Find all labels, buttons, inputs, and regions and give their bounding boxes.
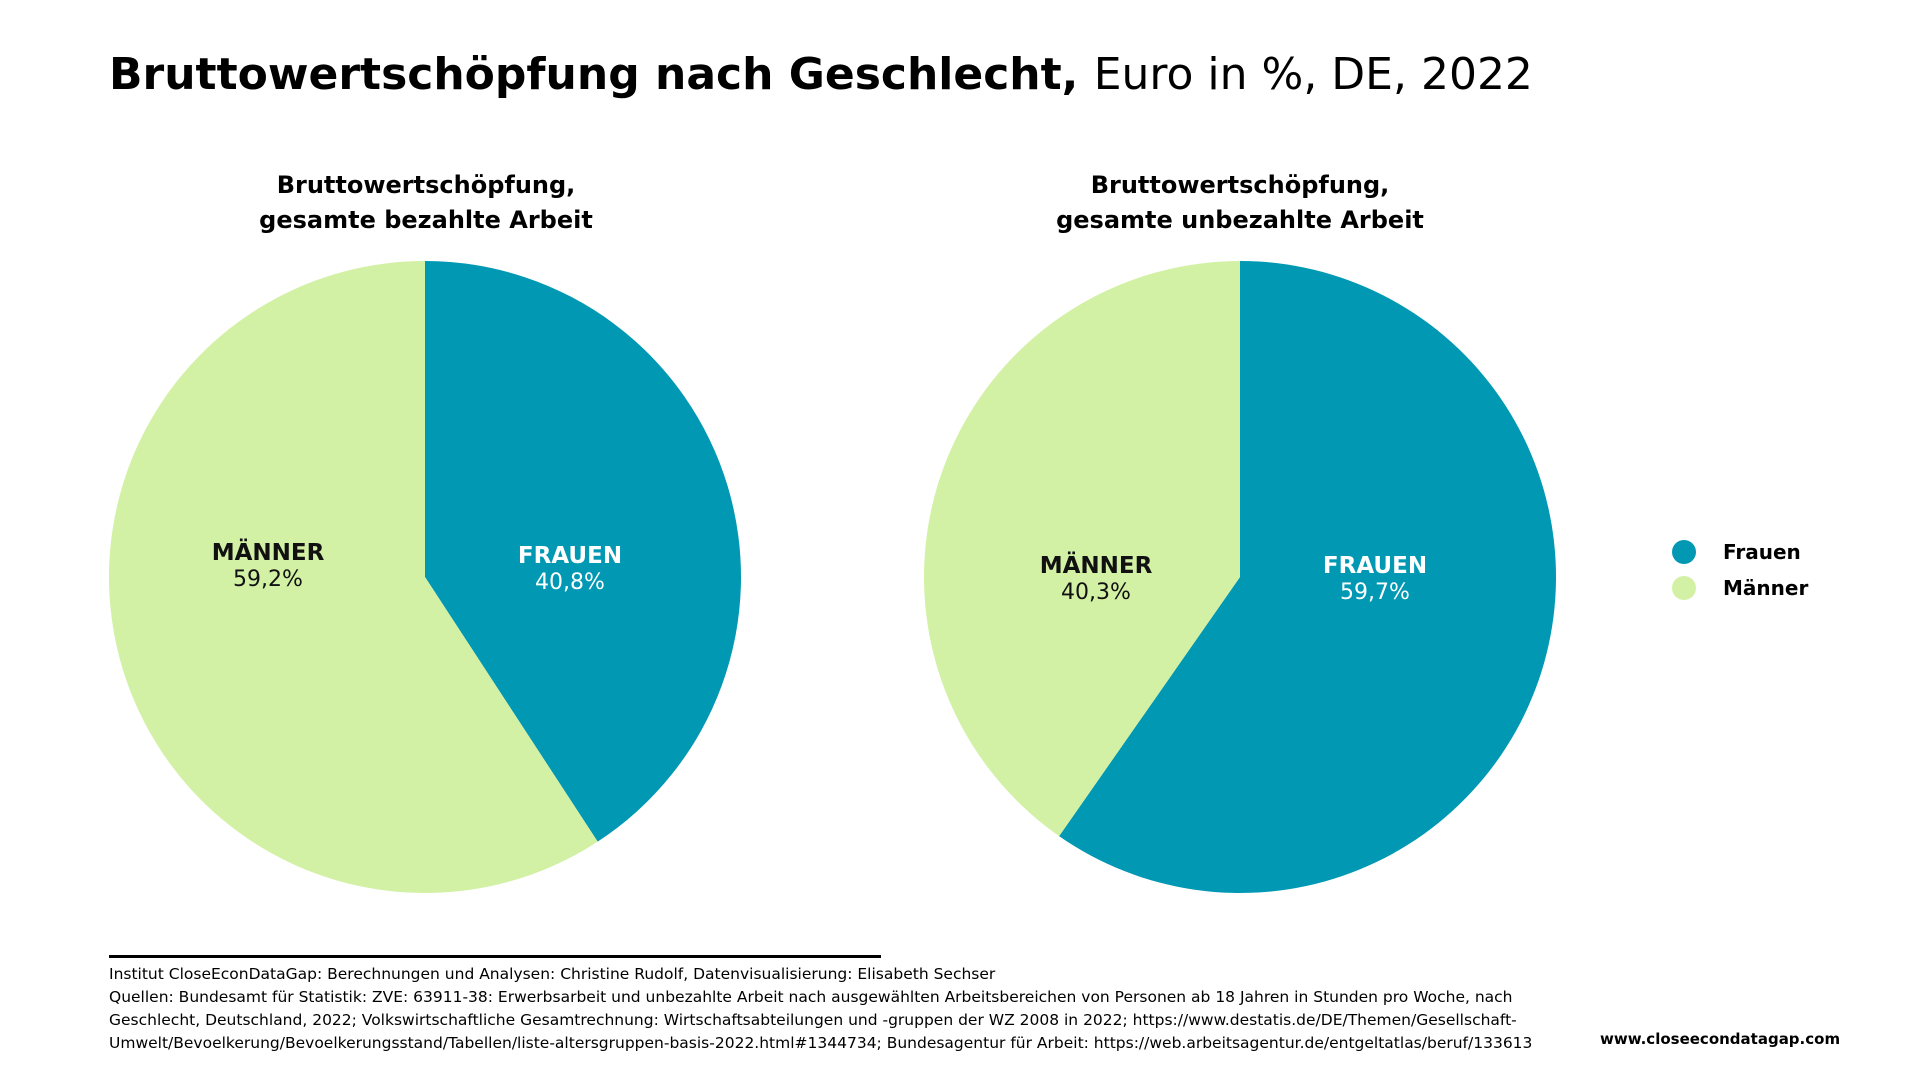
pie-1-slice-frauen (1059, 261, 1556, 893)
pie-1-value-maenner: 40,3% (1061, 580, 1131, 605)
legend-item-maenner: Männer (1672, 570, 1808, 606)
pie-1-label-maenner: MÄNNER (1040, 551, 1153, 579)
chart-title-unpaid-line-2: gesamte unbezahlte Arbeit (1056, 206, 1424, 234)
legend-label-frauen: Frauen (1723, 540, 1801, 564)
footer-line-sources-3: Umwelt/Bevoelkerung/Bevoelkerungsstand/T… (109, 1034, 1533, 1052)
page-title-subtitle: Euro in %, DE, 2022 (1093, 49, 1533, 100)
legend-swatch-maenner (1672, 576, 1696, 600)
footer-line-sources-2: Geschlecht, Deutschland, 2022; Volkswirt… (109, 1011, 1517, 1029)
pie-0-label-maenner: MÄNNER (212, 538, 325, 566)
legend-item-frauen: Frauen (1672, 534, 1808, 570)
pie-0-slice-frauen (425, 261, 741, 842)
chart-title-paid-line-2: gesamte bezahlte Arbeit (259, 206, 593, 234)
page-title: Bruttowertschöpfung nach Geschlecht, Eur… (109, 49, 1533, 101)
pie-1-slice-maenner (924, 261, 1240, 837)
legend-swatch-frauen (1672, 540, 1696, 564)
chart-title-paid-line-1: Bruttowertschöpfung, (276, 171, 576, 199)
pie-0-label-frauen: FRAUEN (518, 543, 622, 569)
chart-title-unpaid-line-1: Bruttowertschöpfung, (1090, 171, 1390, 199)
pie-1-value-frauen: 59,7% (1340, 580, 1410, 605)
legend-label-maenner: Männer (1723, 576, 1809, 600)
footer-line-sources-1: Quellen: Bundesamt für Statistik: ZVE: 6… (109, 988, 1513, 1006)
chart-title-unpaid-work: Bruttowertschöpfung, gesamte unbezahlte … (920, 168, 1560, 238)
pie-1-label-frauen: FRAUEN (1323, 553, 1427, 579)
footer-line-credits: Institut CloseEconDataGap: Berechnungen … (109, 965, 996, 983)
chart-title-paid-work: Bruttowertschöpfung, gesamte bezahlte Ar… (106, 168, 746, 238)
footer-divider (109, 955, 881, 958)
footer-credits: Institut CloseEconDataGap: Berechnungen … (109, 963, 1549, 1055)
page-title-main: Bruttowertschöpfung nach Geschlecht, (109, 49, 1079, 100)
pie-0-slice-maenner (108, 261, 598, 894)
pie-0-value-frauen: 40,8% (535, 570, 605, 595)
legend: Frauen Männer (1672, 534, 1808, 606)
website-link[interactable]: www.closeecondatagap.com (1600, 1030, 1841, 1048)
pie-0-value-maenner: 59,2% (233, 567, 303, 592)
